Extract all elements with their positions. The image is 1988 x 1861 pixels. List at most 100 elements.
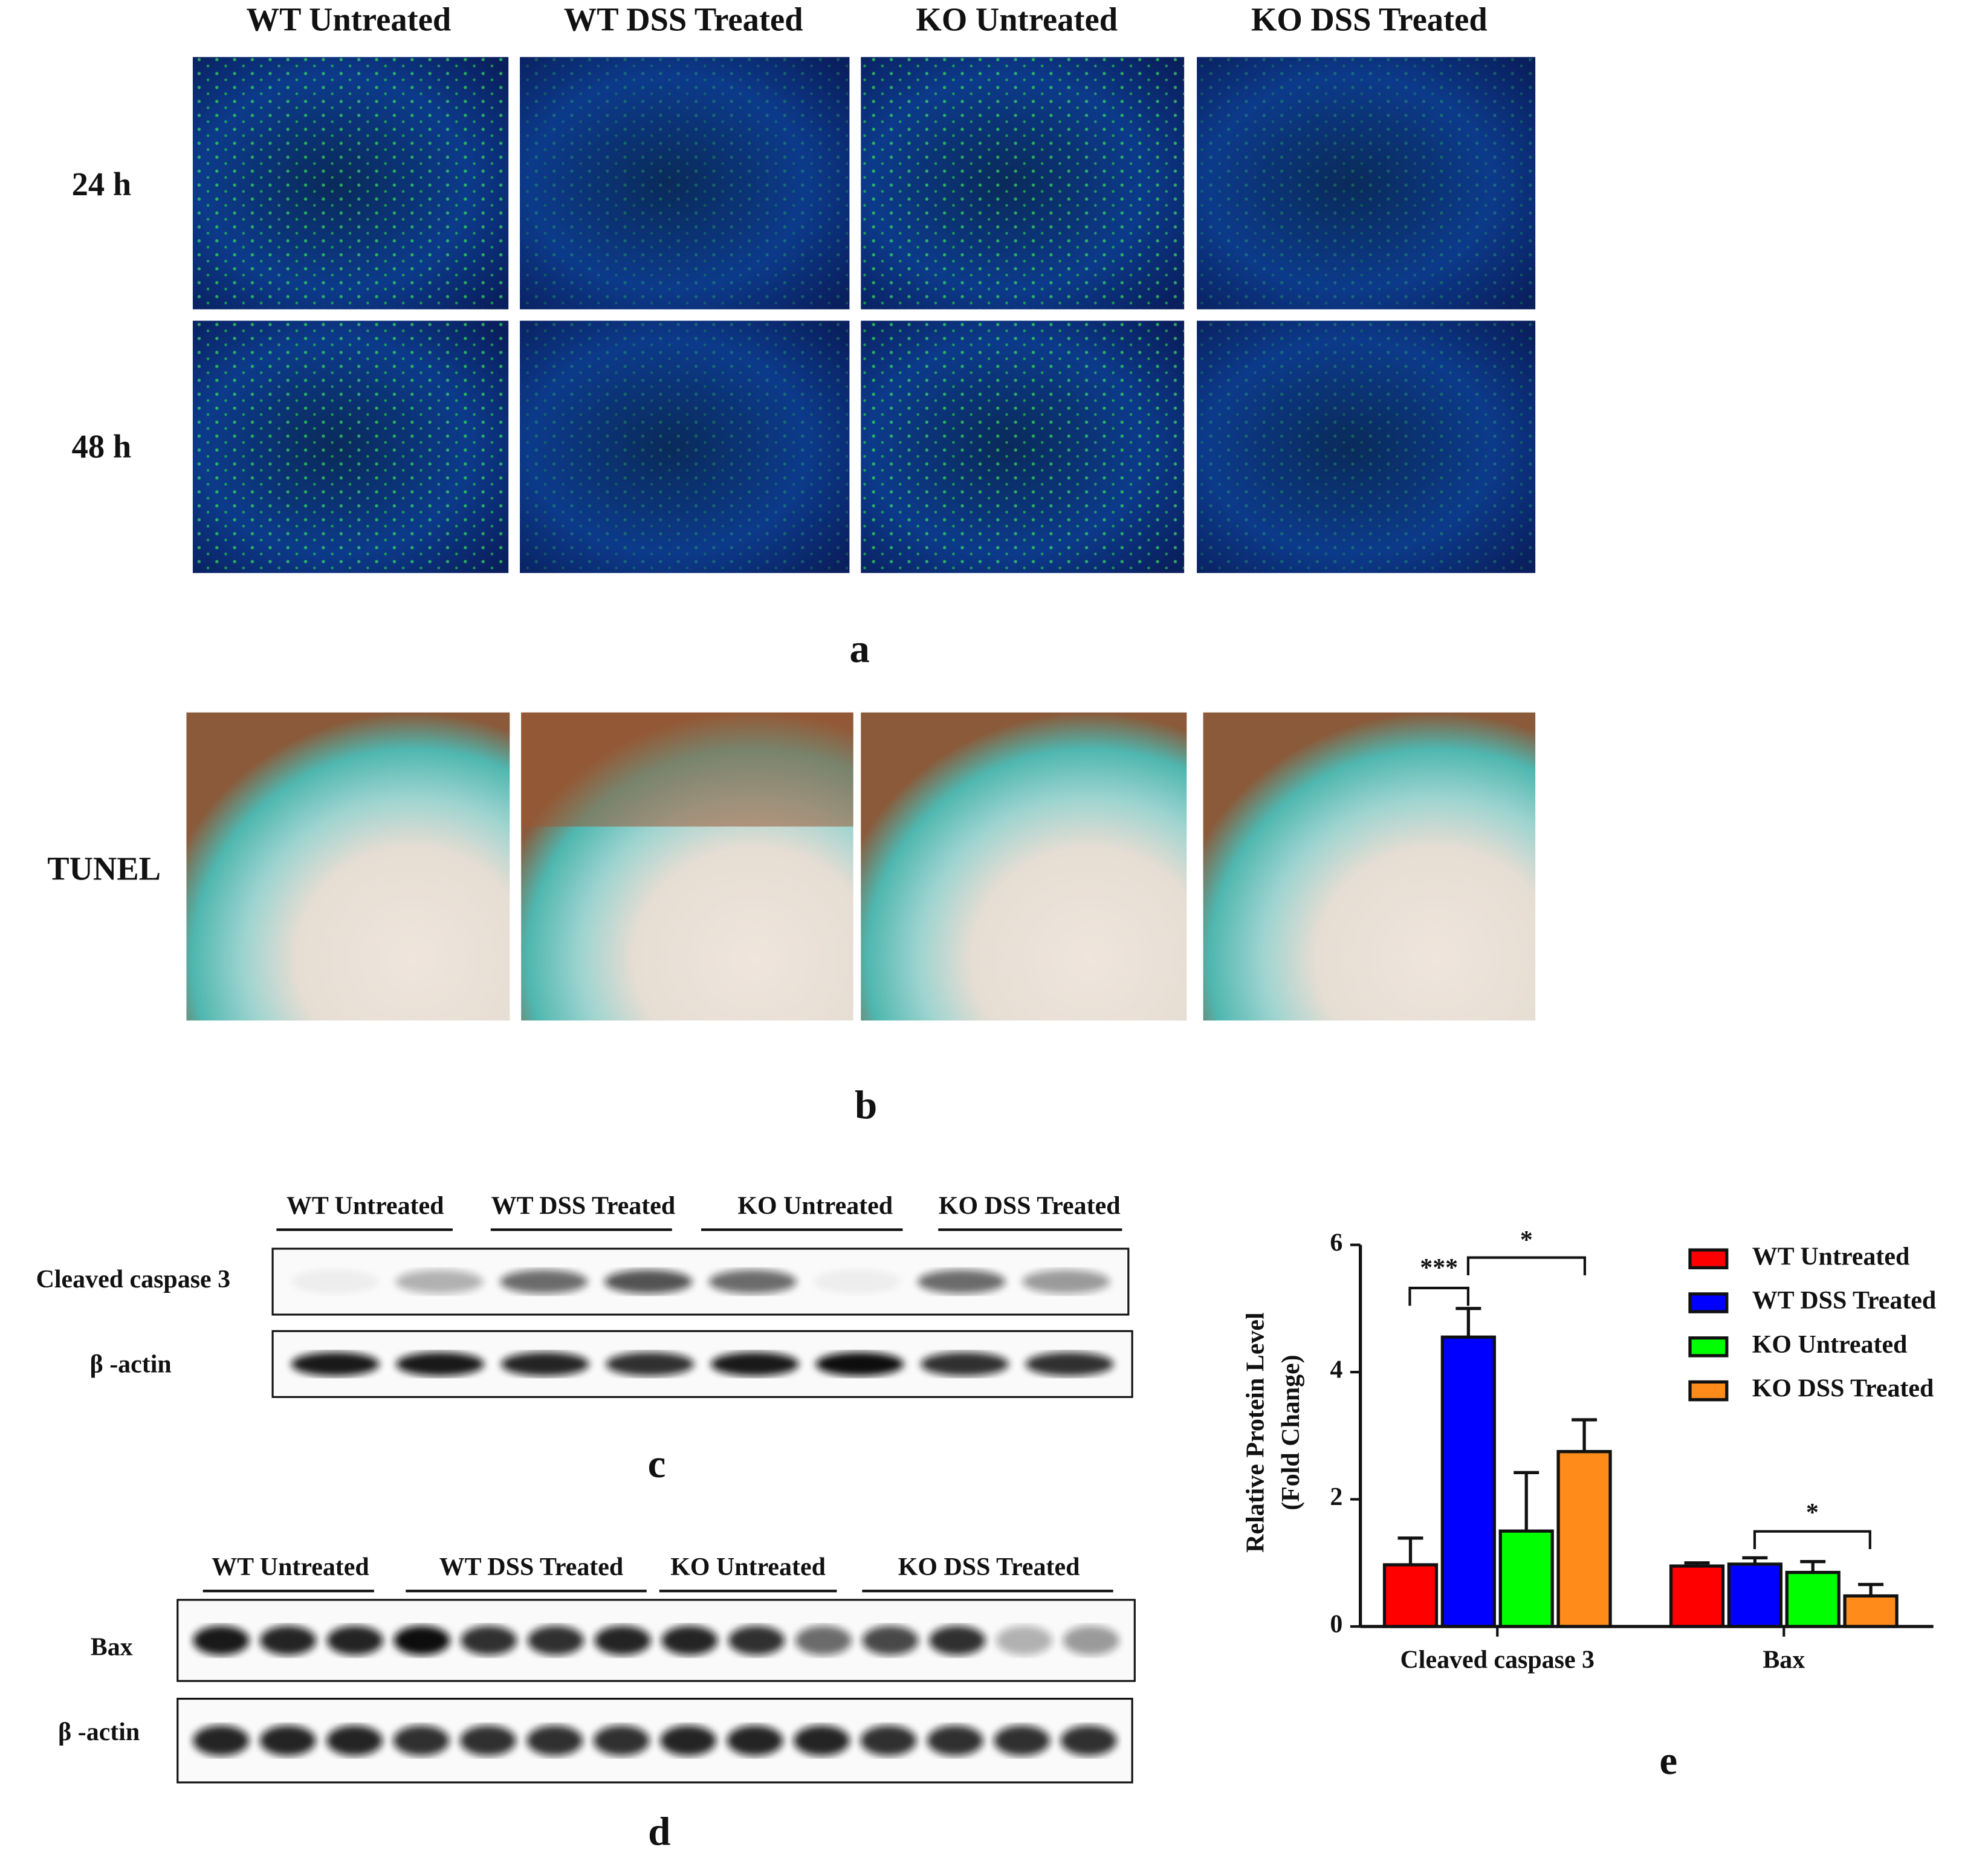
blot-band <box>929 1625 986 1655</box>
tunel-image <box>861 712 1187 1021</box>
blot-band <box>918 1269 1006 1294</box>
tunel-image <box>186 712 510 1021</box>
fluorescence-signal <box>1197 320 1536 574</box>
blot-band <box>862 1625 919 1655</box>
blot-band <box>393 1725 450 1756</box>
row-label: 48 h <box>72 428 131 465</box>
panel-label: a <box>849 626 870 672</box>
blot-band <box>661 1625 718 1655</box>
bar <box>1669 1564 1725 1628</box>
blot-band <box>1022 1269 1110 1294</box>
blot-band <box>927 1725 983 1756</box>
significance-label: * <box>1520 1226 1533 1254</box>
blot-band <box>500 1269 588 1294</box>
blot-band <box>193 1725 250 1756</box>
tunel-image <box>1203 712 1536 1021</box>
y-tick-label: 4 <box>1330 1356 1342 1384</box>
lane-label: KO DSS Treated <box>898 1553 1080 1581</box>
blot-band <box>396 1352 485 1376</box>
fluorescence-signal <box>861 320 1185 574</box>
significance-bracket <box>1408 1286 1470 1306</box>
blot-band <box>1060 1725 1117 1756</box>
lane-label: WT DSS Treated <box>491 1192 676 1220</box>
lane-label: KO DSS Treated <box>939 1192 1121 1220</box>
blot-band <box>994 1725 1051 1756</box>
legend-label: KO Untreated <box>1752 1331 1908 1359</box>
blot-band <box>395 1269 484 1294</box>
blot-band <box>795 1625 852 1655</box>
legend-label: WT DSS Treated <box>1752 1287 1937 1315</box>
panel-label: b <box>855 1083 877 1128</box>
blot-label: β -actin <box>58 1718 140 1746</box>
legend-label: KO DSS Treated <box>1752 1375 1934 1403</box>
blot-band <box>728 1625 785 1655</box>
panel-label: c <box>648 1441 666 1486</box>
y-axis-label: Relative Protein Level <box>1242 1312 1269 1553</box>
lane-label: KO Untreated <box>737 1192 893 1220</box>
significance-label: *** <box>1420 1254 1458 1282</box>
blot-band <box>1063 1625 1119 1655</box>
significance-label: * <box>1806 1499 1819 1527</box>
fluorescence-signal <box>192 320 509 574</box>
blot-band <box>291 1352 380 1376</box>
fluorescence-signal <box>861 57 1185 309</box>
column-header: WT Untreated <box>247 1 452 37</box>
row-label: TUNEL <box>47 850 161 887</box>
blot-band <box>460 1725 516 1756</box>
blot-band <box>604 1269 693 1294</box>
legend-label: WT Untreated <box>1752 1243 1910 1270</box>
blot-frame <box>176 1697 1133 1784</box>
blot-band <box>593 1725 650 1756</box>
blot-band <box>921 1352 1009 1376</box>
blot-band <box>1025 1352 1114 1376</box>
blot-band <box>660 1725 717 1756</box>
tunel-stain <box>521 712 853 827</box>
x-tick-label: Bax <box>1763 1646 1805 1674</box>
significance-bracket <box>1753 1530 1871 1550</box>
blot-band <box>996 1625 1052 1655</box>
significance-bracket <box>1466 1256 1586 1275</box>
blot-band <box>500 1352 589 1376</box>
column-header: KO Untreated <box>916 1 1118 37</box>
lane-label: KO Untreated <box>670 1553 826 1581</box>
blot-band <box>326 1625 383 1655</box>
bar <box>1440 1335 1496 1628</box>
blot-band <box>259 1725 316 1756</box>
panel-label: d <box>648 1808 670 1854</box>
blot-band <box>794 1725 850 1756</box>
legend-swatch <box>1688 1292 1729 1313</box>
bar <box>1498 1529 1554 1628</box>
blot-band <box>727 1725 783 1756</box>
row-label: 24 h <box>72 166 131 202</box>
blot-label: Cleaved caspase 3 <box>36 1266 231 1293</box>
blot-band <box>606 1352 695 1376</box>
blot-band <box>813 1269 901 1294</box>
panel-label: e <box>1659 1738 1677 1783</box>
blot-band <box>291 1269 379 1294</box>
blot-frame <box>176 1599 1136 1682</box>
blot-band <box>260 1625 317 1655</box>
bar <box>1843 1594 1899 1628</box>
fluorescence-signal <box>192 57 509 309</box>
bar <box>1382 1563 1439 1628</box>
blot-band <box>815 1352 904 1376</box>
y-tick-label: 0 <box>1330 1611 1342 1639</box>
blot-band <box>526 1725 583 1756</box>
legend-swatch <box>1688 1336 1729 1358</box>
fluorescence-signal <box>520 57 850 309</box>
blot-label: β -actin <box>90 1351 172 1379</box>
column-header: WT DSS Treated <box>564 1 803 37</box>
blot-band <box>860 1725 917 1756</box>
bar <box>1785 1570 1841 1628</box>
y-axis-label: (Fold Change) <box>1277 1354 1305 1510</box>
fluorescence-signal <box>520 320 850 574</box>
blot-band <box>193 1625 250 1655</box>
blot-band <box>710 1352 799 1376</box>
blot-band <box>708 1269 797 1294</box>
blot-label: Bax <box>91 1633 133 1661</box>
lane-label: WT Untreated <box>287 1192 444 1220</box>
blot-band <box>326 1725 383 1756</box>
blot-band <box>393 1625 450 1655</box>
